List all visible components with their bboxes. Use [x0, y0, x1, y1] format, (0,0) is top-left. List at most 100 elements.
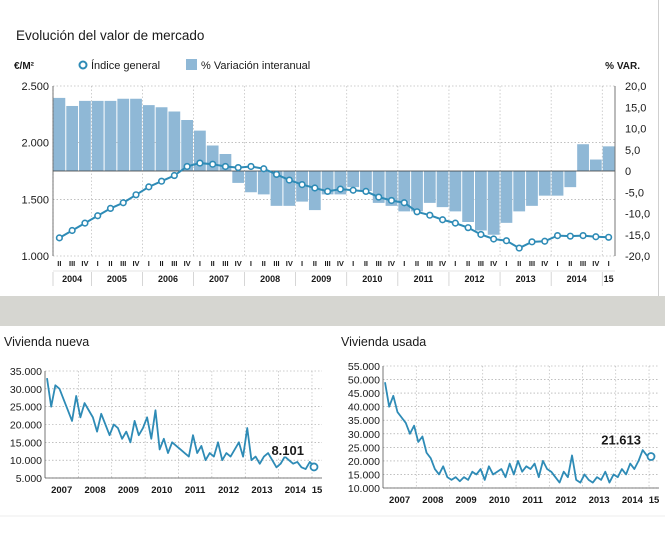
year-label: 2013	[516, 274, 536, 284]
quarter-label: II	[262, 259, 266, 268]
x-tick-label: 2007	[389, 495, 410, 506]
right-axis-unit: % VAR.	[605, 61, 640, 72]
index-point	[528, 238, 536, 246]
y-tick-label: 20.000	[10, 420, 42, 432]
y-tick-label: 45.000	[348, 388, 380, 400]
variation-bar	[270, 171, 283, 206]
index-point	[183, 162, 191, 171]
variation-bar	[423, 171, 436, 203]
right-tick-label: 20,0	[625, 81, 646, 93]
quarter-label: III	[273, 259, 279, 268]
x-tick-label: 2007	[51, 485, 72, 496]
legend-line-marker	[78, 60, 88, 70]
variation-bar	[577, 144, 589, 171]
quarter-label: I	[352, 259, 354, 268]
index-point	[566, 232, 574, 240]
quarter-label: I	[250, 259, 252, 268]
right-tick-label: -15,0	[625, 230, 650, 242]
quarter-label: II	[517, 259, 521, 268]
index-point	[490, 235, 498, 243]
variation-bar	[360, 171, 372, 191]
series-line	[46, 378, 315, 470]
variation-bar	[487, 171, 500, 235]
index-point	[272, 170, 281, 178]
quarter-label: III	[120, 259, 126, 268]
year-label: 2008	[260, 274, 280, 284]
quarter-label: III	[171, 259, 177, 268]
quarter-label: IV	[286, 259, 293, 268]
index-point	[336, 185, 344, 193]
year-label: 2010	[362, 274, 382, 284]
quarter-label: IV	[132, 259, 139, 268]
variation-bar	[194, 130, 206, 171]
variation-bar	[181, 120, 193, 171]
y-tick-label: 10.000	[10, 455, 42, 467]
x-tick-label: 2012	[555, 495, 576, 506]
variation-bar	[117, 98, 130, 171]
quarter-label: II	[211, 259, 215, 268]
left-axis-unit: €/M²	[14, 61, 35, 72]
quarter-label: II	[159, 259, 163, 268]
index-point	[438, 216, 447, 224]
quarter-label: III	[376, 259, 382, 268]
index-point	[94, 212, 102, 220]
index-point	[324, 187, 332, 195]
index-point	[477, 230, 485, 239]
index-point	[196, 159, 204, 167]
end-value-label: 21.613	[601, 433, 641, 448]
series-line	[384, 382, 652, 484]
variation-bar	[513, 171, 526, 212]
quarter-label: I	[556, 259, 558, 268]
panel-divider	[658, 0, 659, 296]
year-label: 2014	[567, 274, 587, 284]
small-chart-title: Vivienda usada	[341, 335, 426, 349]
index-point	[247, 162, 255, 171]
variation-bar	[526, 171, 538, 206]
quarter-label: IV	[388, 259, 395, 268]
year-label: 2007	[209, 274, 229, 284]
index-point	[451, 219, 459, 227]
left-tick-label: 2.000	[21, 138, 49, 150]
main-chart-panel: Evolución del valor de mercado €/M² % VAR.…	[14, 28, 650, 286]
variation-bar	[245, 171, 257, 193]
quarter-label: II	[466, 259, 470, 268]
bottom-charts-panel: Vivienda nueva 35.000 30.000 25.000 20.000 15…	[0, 326, 665, 536]
variation-bar	[283, 171, 296, 206]
x-tick-label: 2011	[185, 485, 206, 496]
quarter-label: II	[57, 259, 61, 268]
variation-bar	[321, 171, 334, 195]
x-tick-label: 2008	[84, 485, 105, 496]
year-label: 2005	[107, 274, 127, 284]
quarter-label: I	[608, 259, 610, 268]
index-point	[502, 237, 511, 245]
y-tick-label: 15.000	[10, 437, 42, 449]
variation-bar	[385, 171, 398, 206]
index-point	[81, 219, 89, 227]
x-tick-label: 2014	[622, 495, 644, 506]
index-point	[311, 184, 319, 192]
last-point	[309, 462, 319, 472]
chart-title: Evolución del valor de mercado	[16, 28, 204, 43]
quarter-label: IV	[337, 259, 344, 268]
right-tick-label: 0	[625, 166, 631, 178]
right-tick-label: -10,0	[625, 209, 650, 221]
quarter-label: IV	[439, 259, 446, 268]
index-point	[375, 193, 383, 201]
end-value-label: 8.101	[271, 443, 304, 458]
x-tick-label: 2012	[218, 485, 239, 496]
index-point	[260, 165, 268, 173]
quarter-label: IV	[541, 259, 548, 268]
y-tick-label: 35.000	[10, 366, 42, 378]
y-tick-label: 40.000	[348, 402, 380, 414]
variation-bar	[232, 171, 245, 183]
y-tick-label: 15.000	[348, 469, 380, 481]
index-point	[387, 196, 396, 205]
quarter-label: II	[415, 259, 419, 268]
quarter-label: I	[454, 259, 456, 268]
new-and-used-housing-charts: Vivienda nueva35.00030.00025.00020.00015…	[0, 335, 665, 517]
variation-bar	[206, 145, 219, 171]
right-tick-label: -5,0	[625, 187, 644, 199]
index-point	[221, 162, 230, 171]
variation-bar	[104, 100, 117, 171]
variation-bar	[475, 171, 487, 231]
